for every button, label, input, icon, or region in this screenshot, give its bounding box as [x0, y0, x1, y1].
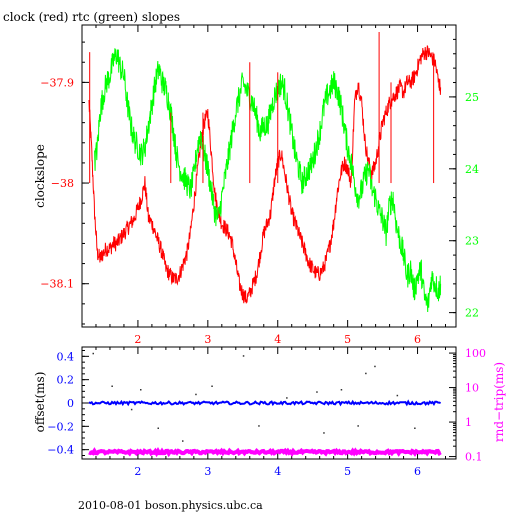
y-tick-label-left: −38.1 — [40, 278, 74, 291]
offset-outlier-point — [111, 385, 113, 387]
offset-outlier-point — [414, 427, 416, 429]
offset-outlier-point — [182, 440, 184, 442]
bottom-y2-axis-label: rnd−trip(ms) — [492, 362, 506, 442]
offset-outlier-point — [316, 391, 318, 393]
clock-slope-series-line — [88, 45, 442, 304]
top-y-axis-label: clockslope — [33, 144, 47, 208]
offset-outlier-point — [211, 385, 213, 387]
offset-outlier-point — [92, 352, 94, 355]
y-tick-label-left: −38 — [51, 177, 74, 190]
offset-outlier-point — [195, 393, 197, 396]
y-tick-label-left: −37.9 — [40, 76, 74, 89]
x-tick-label: 4 — [274, 333, 281, 346]
round-trip-series-band — [88, 446, 442, 458]
bottom-x-ticks: 2 3 4 5 6 — [81, 347, 447, 478]
offset-outlier-point — [157, 427, 159, 429]
offset-outlier-point — [323, 432, 325, 434]
y-tick-label-left: −0.4 — [47, 444, 74, 457]
offset-series-band — [88, 399, 441, 407]
y-tick-label-left: 0 — [67, 397, 74, 410]
rtc-slope-series-line — [94, 48, 442, 313]
y-tick-label-right: 1 — [465, 416, 472, 429]
bottom-y-ticks-left: 0.4 0.2 0 −0.2 −0.4 — [47, 350, 89, 457]
top-plot-frame — [81, 24, 457, 328]
top-y-ticks-right: 22 23 24 25 — [449, 38, 479, 320]
footer-text: 2010-08-01 boson.physics.ubc.ca — [78, 499, 263, 512]
offset-outlier-point — [286, 397, 288, 399]
y-tick-label-left: 0.2 — [57, 374, 75, 387]
offset-outlier-point — [242, 355, 245, 357]
y-tick-label-right: 22 — [465, 307, 479, 320]
x-tick-label: 2 — [134, 465, 141, 478]
bottom-y-axis-label: offset(ms) — [33, 372, 47, 433]
bottom-y-ticks-right: 0.1 1 10 100 — [449, 347, 486, 464]
offset-outlier-point — [374, 365, 376, 368]
x-tick-label: 5 — [344, 333, 351, 346]
y-tick-label-right: 100 — [465, 347, 486, 360]
y-tick-label-left: 0.4 — [57, 350, 75, 363]
offset-outlier-point — [130, 408, 133, 411]
y-tick-label-right: 23 — [465, 235, 479, 248]
bottom-series-group — [88, 352, 442, 458]
bottom-chart-panel: 2 3 4 5 6 0.4 0.2 0 −0.2 −0.4 0.1 1 10 100 offset(m… — [33, 346, 506, 478]
y-tick-label-right: 24 — [465, 163, 479, 176]
y-tick-label-left: −0.2 — [47, 420, 74, 433]
top-series-group — [88, 32, 442, 313]
y-tick-label-right: 25 — [465, 91, 479, 104]
x-tick-label: 3 — [204, 465, 211, 478]
y-tick-label-right: 10 — [465, 382, 479, 395]
x-tick-label: 5 — [344, 465, 351, 478]
offset-outlier-point — [357, 425, 359, 427]
x-tick-label: 6 — [414, 465, 421, 478]
x-tick-label: 6 — [414, 333, 421, 346]
offset-outlier-point — [365, 372, 367, 375]
offset-outlier-point — [258, 425, 260, 427]
x-tick-label: 4 — [274, 465, 281, 478]
offset-outlier-point — [340, 389, 343, 391]
top-y-ticks-left: −37.9 −38 −38.1 — [40, 41, 89, 325]
chart-title: clock (red) rtc (green) slopes — [3, 10, 180, 24]
y-tick-label-right: 0.1 — [465, 451, 483, 464]
top-x-ticks: 2 3 4 5 6 — [81, 25, 447, 346]
x-tick-label: 2 — [134, 333, 141, 346]
offset-outlier-point — [396, 394, 399, 397]
offset-outlier-point — [140, 389, 142, 391]
x-tick-label: 3 — [204, 333, 211, 346]
